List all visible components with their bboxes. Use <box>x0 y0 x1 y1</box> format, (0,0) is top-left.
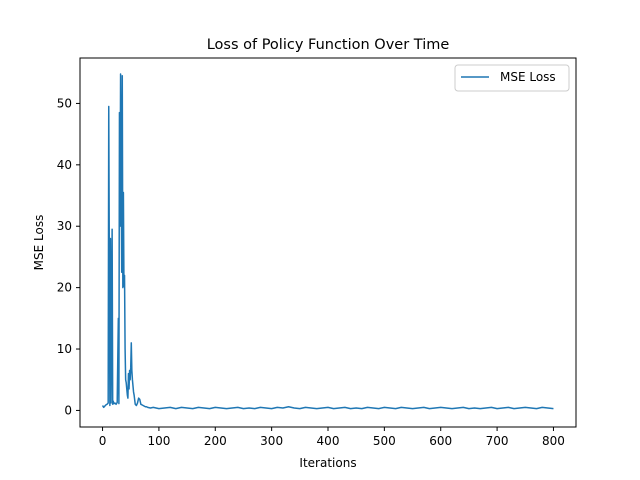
plot-frame <box>79 57 577 428</box>
x-tick-label: 0 <box>99 434 107 448</box>
y-tick-label: 0 <box>64 403 72 417</box>
legend-label: MSE Loss <box>500 70 556 84</box>
x-tick-label: 200 <box>204 434 227 448</box>
series-line-mse-loss <box>101 73 554 410</box>
x-tick-label: 300 <box>260 434 283 448</box>
plot-area <box>101 73 554 410</box>
y-tick-label: 50 <box>57 96 72 110</box>
y-axis-title: MSE Loss <box>32 215 46 271</box>
x-tick-label: 600 <box>429 434 452 448</box>
y-tick-label: 40 <box>57 158 72 172</box>
legend: MSE Loss <box>454 64 570 92</box>
x-axis-title: Iterations <box>299 456 356 470</box>
y-tick-label: 10 <box>57 342 72 356</box>
x-tick-label: 100 <box>147 434 170 448</box>
y-tick-label: 20 <box>57 281 72 295</box>
y-tick-label: 30 <box>57 219 72 233</box>
x-tick-label: 400 <box>317 434 340 448</box>
chart-title: Loss of Policy Function Over Time <box>207 37 450 53</box>
x-tick-label: 800 <box>542 434 565 448</box>
axis-ticks: 0 100 200 300 400 500 600 700 800 0 10 20 30 40 50 <box>57 96 565 448</box>
x-tick-label: 700 <box>486 434 509 448</box>
x-tick-label: 500 <box>373 434 396 448</box>
legend-box <box>454 64 570 92</box>
